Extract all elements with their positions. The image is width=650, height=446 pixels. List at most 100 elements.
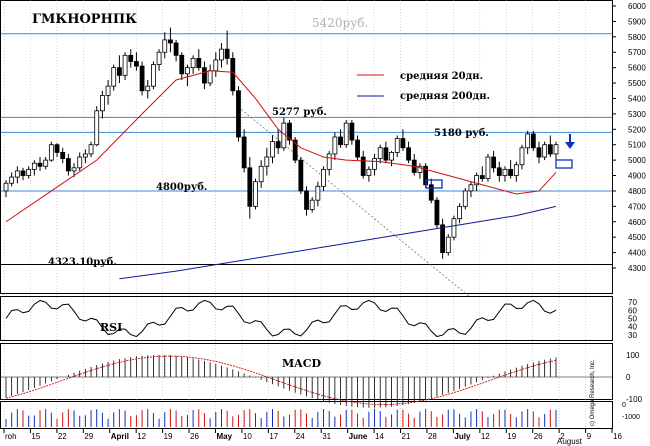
- x-tick-label: 24: [296, 432, 305, 441]
- candle-body: [468, 184, 474, 192]
- candle-body: [60, 152, 66, 159]
- candle-body: [553, 144, 559, 155]
- candle-body: [292, 139, 298, 161]
- candle-body: [462, 190, 468, 207]
- price-tick-label: 5300: [628, 110, 646, 119]
- candle-body: [139, 65, 145, 92]
- marker-box-july: [425, 179, 443, 189]
- legend-sma20-label: средняя 20дн.: [400, 71, 483, 82]
- price-tick-label: 5800: [628, 33, 646, 42]
- candle-body: [440, 224, 445, 253]
- candle-body: [428, 184, 434, 201]
- x-tick-label: 16: [613, 432, 622, 441]
- candle-body: [54, 144, 60, 153]
- rsi-tick-label: 60: [628, 306, 637, 315]
- price-tick-label: 5200: [628, 125, 646, 134]
- candle-body: [377, 147, 383, 159]
- candle-body: [236, 90, 241, 138]
- candle-body: [321, 168, 326, 187]
- candle-body: [360, 156, 366, 176]
- price-tick-label: 5500: [628, 79, 646, 88]
- candles: [3, 27, 559, 259]
- down-arrow-icon: [565, 134, 575, 149]
- candle-body: [65, 158, 71, 172]
- rsi-tick-label: 40: [628, 323, 637, 332]
- candle-body: [185, 67, 190, 75]
- candle-body: [3, 182, 9, 192]
- candle-body: [264, 156, 270, 167]
- candle-body: [105, 85, 111, 96]
- x-axis: roh 15 22 29 April 12 19 26 May 10 17 24 31 June 14 21 2…: [3, 429, 622, 441]
- macd-panel-frame: [0, 343, 613, 400]
- candle-body: [122, 54, 128, 76]
- volume-tick-label: -1000: [622, 414, 640, 421]
- x-tick-label: July: [454, 432, 471, 441]
- candle-body: [338, 136, 343, 146]
- candle-body: [77, 156, 83, 169]
- candle-body: [519, 147, 525, 166]
- x-tick-label: 21: [402, 432, 411, 441]
- candle-body: [389, 152, 394, 161]
- price-tick-label: 4500: [628, 233, 646, 242]
- candle-body: [270, 141, 275, 158]
- candle-body: [168, 39, 173, 44]
- macd-label: MACD: [282, 357, 321, 370]
- price-tick-label: 5900: [628, 17, 646, 26]
- x-tick-label: 26: [190, 432, 199, 441]
- candle-body: [179, 54, 185, 75]
- grid: [3, 0, 613, 429]
- candle-body: [309, 199, 315, 210]
- candle-body: [43, 159, 49, 167]
- x-tick-label: 26: [534, 432, 543, 441]
- candle-body: [298, 159, 304, 192]
- candle-body: [156, 51, 162, 65]
- macd-tick-label: -100: [626, 395, 643, 404]
- candle-body: [508, 168, 514, 176]
- level-label-4800: 4800руб.: [156, 182, 207, 193]
- candle-body: [258, 165, 264, 183]
- rsi-panel-frame: [0, 296, 613, 341]
- x-tick-label: 14: [375, 432, 384, 441]
- price-tick-label: 4700: [628, 202, 646, 211]
- x-tick-label: 19: [164, 432, 173, 441]
- candle-body: [530, 133, 536, 149]
- sma200-line: [119, 205, 557, 280]
- candle-body: [71, 167, 77, 172]
- candle-body: [128, 54, 134, 62]
- candle-body: [513, 164, 519, 176]
- candle-body: [479, 175, 485, 180]
- macd-tick-label: 0: [626, 373, 631, 382]
- candle-body: [491, 156, 497, 169]
- price-tick-label: 4300: [628, 264, 646, 273]
- candle-body: [94, 110, 100, 146]
- price-tick-label: 4400: [628, 249, 646, 258]
- x-tick-label: 2: [560, 432, 565, 441]
- candle-body: [190, 58, 196, 69]
- bottom-month-label: August: [557, 437, 583, 446]
- rsi-label: RSI: [100, 321, 122, 334]
- candle-body: [151, 64, 156, 87]
- candle-body: [134, 61, 139, 67]
- candle-body: [31, 162, 37, 170]
- price-tick-label: 4600: [628, 218, 646, 227]
- candle-body: [326, 153, 332, 170]
- panel-frames: [0, 0, 613, 429]
- candle-body: [37, 162, 43, 167]
- candle-body: [372, 158, 377, 170]
- x-tick-label: 15: [31, 432, 40, 441]
- candle-body: [445, 236, 451, 253]
- candle-body: [525, 133, 531, 149]
- moving-averages: [5, 70, 557, 280]
- price-tick-label: 5100: [628, 141, 646, 150]
- price-panel-frame: [0, 0, 613, 294]
- candle-body: [474, 175, 480, 186]
- x-tick-label: 28: [428, 432, 437, 441]
- candle-body: [355, 139, 360, 158]
- chart-title: ГМКНОРНПК: [32, 12, 137, 27]
- candle-body: [213, 59, 219, 72]
- candle-body: [202, 67, 207, 84]
- candle-body: [111, 67, 117, 87]
